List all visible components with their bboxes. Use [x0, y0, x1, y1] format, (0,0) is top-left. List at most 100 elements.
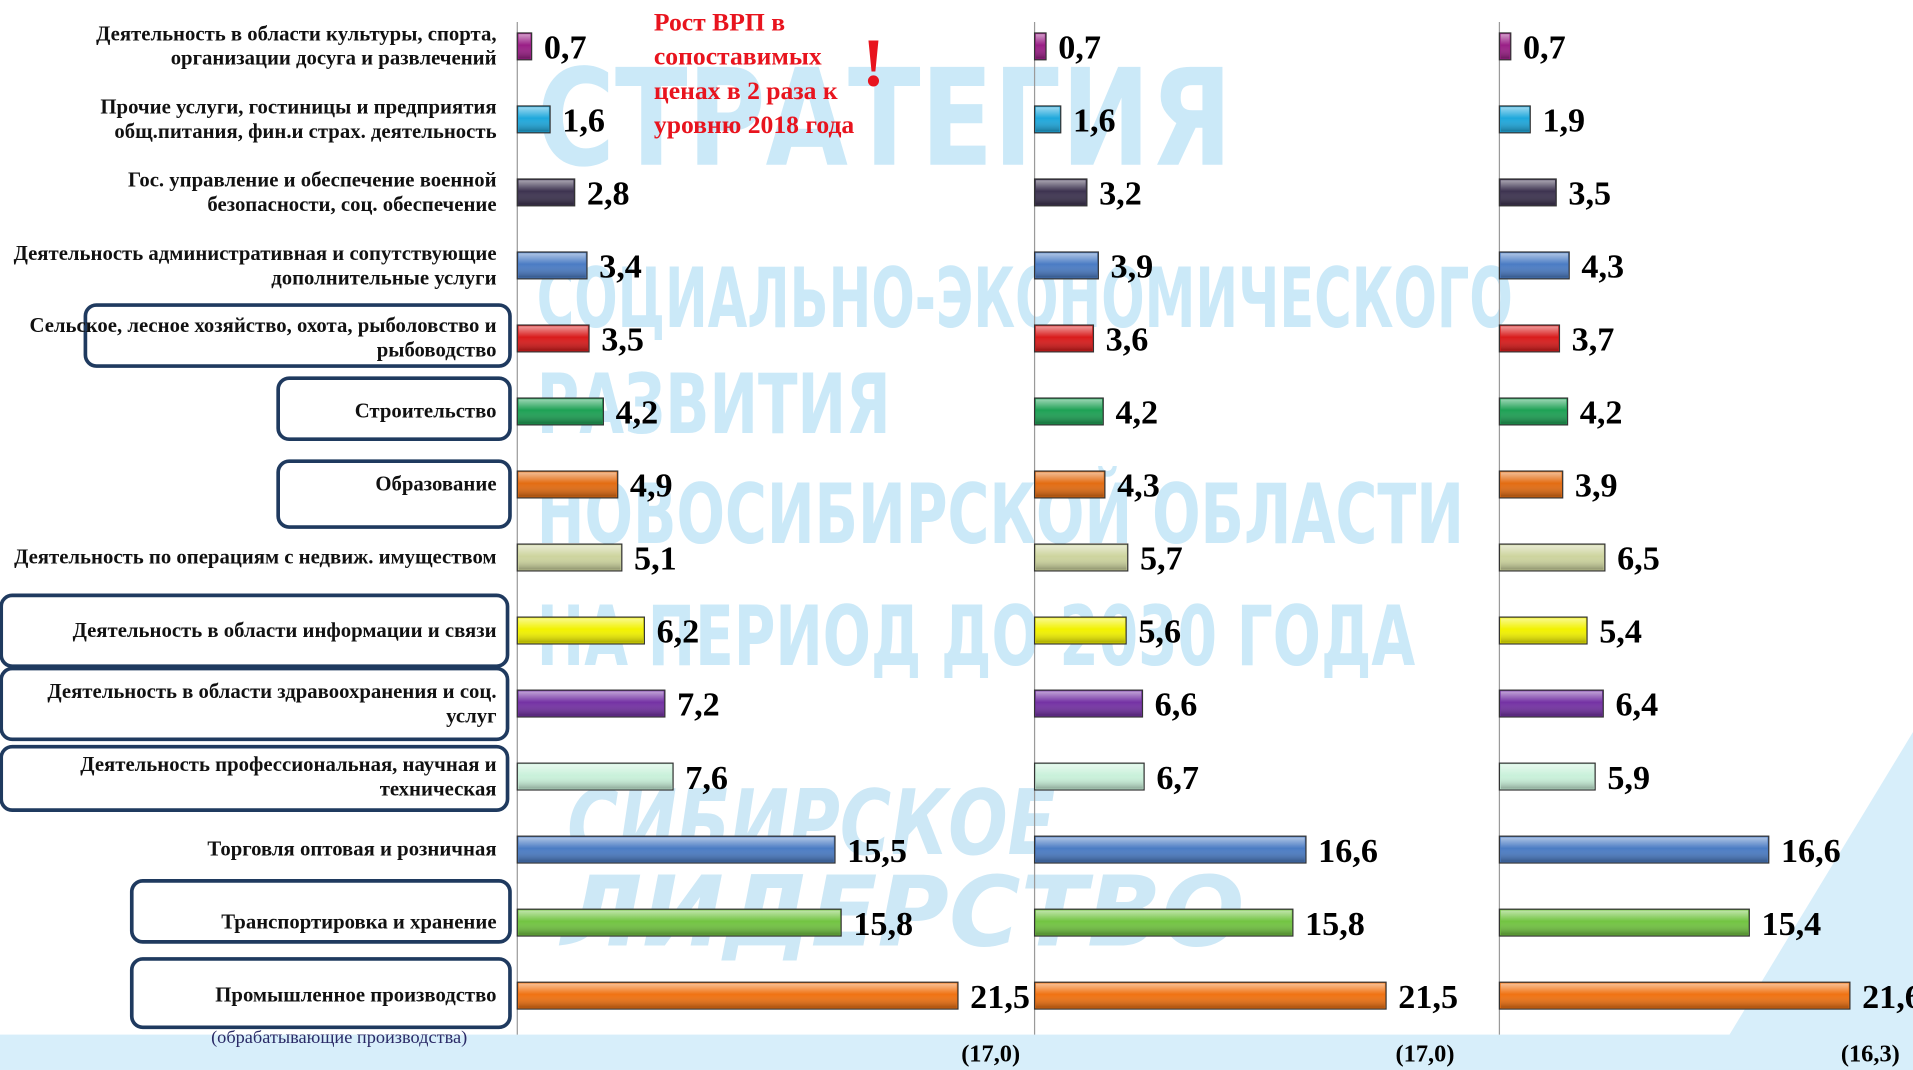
bar-shine: [1500, 618, 1586, 643]
bar-shine: [1500, 910, 1749, 935]
value-label: 4,3: [1117, 468, 1160, 505]
category-label: Деятельность по операциям с недвиж. имущ…: [14, 545, 497, 569]
total-label: (17,0): [961, 1040, 1020, 1067]
category-label: Транспортировка и хранение: [221, 910, 497, 934]
value-label: 2,8: [587, 176, 630, 213]
bar-shine: [1500, 764, 1594, 789]
category-note: (обрабатывающие производства): [211, 1027, 467, 1048]
bar-shine: [1500, 34, 1510, 59]
category-highlight: [129, 957, 512, 1030]
bar-shine: [1500, 399, 1567, 424]
category-label: Гос. управление и обеспечение военной бе…: [127, 168, 497, 216]
category-highlight: [276, 376, 512, 442]
bar-shine: [518, 545, 621, 570]
value-label: 6,4: [1615, 687, 1658, 724]
bar-shine: [518, 618, 644, 643]
bar-shine: [1035, 691, 1142, 716]
value-label: 15,4: [1761, 906, 1821, 943]
category-label: Образование: [375, 472, 497, 496]
bar-shine: [1500, 107, 1530, 132]
category-label: Деятельность в области информации и связ…: [72, 618, 497, 642]
bar-shine: [1035, 326, 1093, 351]
footer-band: [0, 1034, 1913, 1070]
category-highlight: [0, 666, 510, 742]
value-label: 3,7: [1572, 322, 1615, 359]
value-label: 5,7: [1140, 541, 1183, 578]
category-label-box: Транспортировка и хранение: [221, 910, 497, 934]
category-highlight: [129, 879, 512, 944]
category-label-box: Образование: [375, 472, 497, 496]
bar-shine: [518, 837, 834, 862]
bar-shine: [518, 107, 549, 132]
bar-shine: [1035, 910, 1292, 935]
bar-shine: [1035, 180, 1086, 205]
plot: Деятельность в области культуры, спорта,…: [13, 7, 1913, 1067]
category-label: Промышленное производство: [215, 983, 497, 1007]
category-label: Сельское, лесное хозяйство, охота, рыбол…: [29, 314, 497, 362]
value-label: 5,9: [1607, 760, 1650, 797]
value-label: 4,9: [630, 468, 673, 505]
bar-shine: [1500, 326, 1559, 351]
bar-shine: [1035, 399, 1103, 424]
bar-shine: [1500, 983, 1849, 1008]
value-label: 6,2: [657, 614, 700, 651]
value-label: 5,6: [1138, 614, 1181, 651]
value-label: 0,7: [544, 30, 587, 67]
category-highlight: [83, 303, 512, 368]
value-label: 0,7: [1058, 30, 1101, 67]
annotation: Рост ВРП в сопоставимых ценах в 2 раза к…: [653, 7, 855, 140]
category-label: Строительство: [354, 399, 497, 423]
category-label: Деятельность профессиональная, научная и…: [80, 752, 497, 800]
bar-shine: [518, 253, 586, 278]
category-label-box: Строительство: [354, 399, 497, 423]
value-label: 6,7: [1156, 760, 1199, 797]
value-label: 7,6: [685, 760, 728, 797]
bar-shine: [518, 983, 957, 1008]
bar-shine: [1500, 472, 1562, 497]
bar-shine: [518, 472, 617, 497]
decor-shape: [1708, 732, 1913, 1070]
total-label: (16,3): [1841, 1040, 1900, 1067]
category-label-box: Сельское, лесное хозяйство, охота, рыбол…: [29, 314, 497, 362]
value-label: 4,2: [616, 395, 659, 432]
bar-shine: [1035, 983, 1385, 1008]
bar-shine: [1500, 253, 1568, 278]
bar-shine: [518, 764, 672, 789]
value-label: 1,6: [562, 103, 605, 140]
value-label: 15,5: [847, 833, 907, 870]
bar-shine: [1500, 837, 1768, 862]
value-label: 15,8: [853, 906, 913, 943]
value-label: 15,8: [1305, 906, 1365, 943]
value-label: 3,6: [1106, 322, 1149, 359]
value-label: 21,5: [1398, 979, 1458, 1016]
category-label: Деятельность административная и сопутств…: [13, 241, 497, 289]
bar-shine: [1035, 764, 1143, 789]
value-label: 5,1: [634, 541, 677, 578]
bar-shine: [1500, 180, 1555, 205]
category-label: Деятельность в области здравоохранения и…: [47, 679, 497, 727]
annotation-box: Рост ВРП в сопоставимых ценах в 2 раза к…: [653, 7, 855, 140]
value-label: 4,2: [1115, 395, 1158, 432]
value-label: 3,9: [1575, 468, 1618, 505]
value-label: 21,5: [970, 979, 1030, 1016]
value-label: 6,6: [1155, 687, 1198, 724]
highlight-boxes: [0, 303, 512, 1030]
value-label: 4,2: [1580, 395, 1623, 432]
bar-shine: [1500, 691, 1603, 716]
value-label: 16,6: [1781, 833, 1841, 870]
bar-shine: [1035, 837, 1305, 862]
category-label-box: Деятельность по операциям с недвиж. имущ…: [14, 545, 497, 569]
value-label: 16,6: [1318, 833, 1378, 870]
bar-shine: [518, 326, 588, 351]
watermark-line: НОВОСИБИРСКОЙ ОБЛАСТИ: [537, 465, 1464, 563]
bar-shine: [1035, 545, 1127, 570]
watermark-line: НА ПЕРИОД ДО 2030 ГОДА: [537, 588, 1415, 685]
category-label-box: Деятельность административная и сопутств…: [13, 241, 497, 289]
bar-shine: [518, 34, 531, 59]
value-label: 21,6: [1862, 979, 1913, 1016]
value-label: 1,6: [1073, 103, 1116, 140]
bar-shine: [1035, 107, 1060, 132]
category-label-box: Деятельность в области культуры, спорта,…: [96, 22, 496, 70]
category-label-box: Прочие услуги, гостиницы и предприятия о…: [100, 95, 496, 143]
